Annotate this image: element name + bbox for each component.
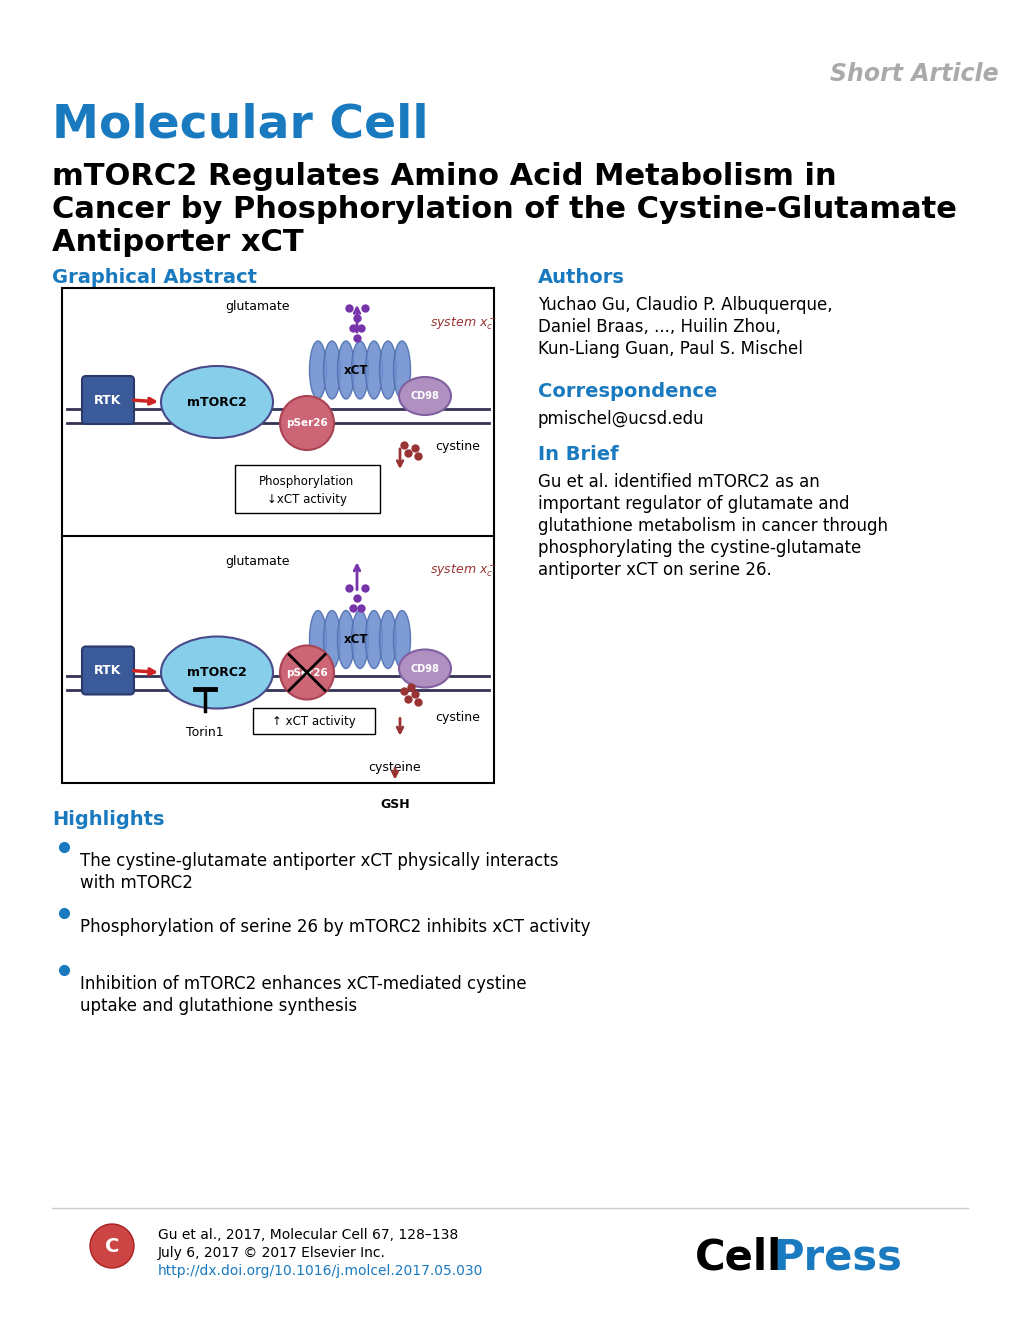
- Text: Highlights: Highlights: [52, 810, 164, 829]
- Text: Phosphorylation: Phosphorylation: [259, 475, 355, 489]
- Ellipse shape: [309, 610, 326, 669]
- Text: RTK: RTK: [94, 393, 121, 406]
- Text: Gu et al. identified mTORC2 as an: Gu et al. identified mTORC2 as an: [537, 473, 819, 491]
- Text: Authors: Authors: [537, 267, 625, 287]
- Circle shape: [90, 1223, 133, 1268]
- Text: Press: Press: [772, 1237, 901, 1279]
- Text: pmischel@ucsd.edu: pmischel@ucsd.edu: [537, 410, 704, 428]
- Text: Phosphorylation of serine 26 by mTORC2 inhibits xCT activity: Phosphorylation of serine 26 by mTORC2 i…: [79, 918, 590, 936]
- Text: xCT: xCT: [343, 364, 368, 376]
- Ellipse shape: [309, 342, 326, 399]
- Text: Daniel Braas, ..., Huilin Zhou,: Daniel Braas, ..., Huilin Zhou,: [537, 318, 781, 336]
- Bar: [253, 707, 375, 733]
- Text: ↓xCT activity: ↓xCT activity: [267, 493, 346, 506]
- Text: uptake and glutathione synthesis: uptake and glutathione synthesis: [79, 997, 357, 1016]
- Ellipse shape: [161, 637, 273, 708]
- Text: Short Article: Short Article: [829, 62, 998, 86]
- Text: pSer26: pSer26: [286, 667, 327, 678]
- Bar: [234, 465, 380, 512]
- Text: http://dx.doi.org/10.1016/j.molcel.2017.05.030: http://dx.doi.org/10.1016/j.molcel.2017.…: [158, 1264, 483, 1278]
- Ellipse shape: [379, 610, 396, 669]
- Ellipse shape: [323, 342, 340, 399]
- Text: Graphical Abstract: Graphical Abstract: [52, 267, 257, 287]
- Ellipse shape: [398, 650, 450, 687]
- Circle shape: [280, 646, 333, 699]
- Text: glutathione metabolism in cancer through: glutathione metabolism in cancer through: [537, 516, 888, 535]
- Text: C: C: [105, 1237, 119, 1255]
- Circle shape: [280, 396, 333, 450]
- Text: Cancer by Phosphorylation of the Cystine-Glutamate: Cancer by Phosphorylation of the Cystine…: [52, 195, 956, 224]
- Ellipse shape: [352, 610, 368, 669]
- Text: system $x_c^-$: system $x_c^-$: [430, 563, 496, 579]
- Text: CD98: CD98: [411, 663, 439, 674]
- Text: cystine: cystine: [434, 711, 479, 723]
- Text: Antiporter xCT: Antiporter xCT: [52, 228, 304, 257]
- Ellipse shape: [161, 365, 273, 438]
- Text: system $x_c^-$: system $x_c^-$: [430, 315, 496, 331]
- Text: The cystine-glutamate antiporter xCT physically interacts: The cystine-glutamate antiporter xCT phy…: [79, 853, 558, 870]
- Text: mTORC2: mTORC2: [186, 396, 247, 409]
- Ellipse shape: [398, 377, 450, 414]
- Text: phosphorylating the cystine-glutamate: phosphorylating the cystine-glutamate: [537, 539, 860, 557]
- Text: xCT: xCT: [343, 633, 368, 646]
- FancyBboxPatch shape: [82, 376, 133, 424]
- Ellipse shape: [393, 342, 410, 399]
- Ellipse shape: [365, 342, 382, 399]
- Ellipse shape: [337, 610, 355, 669]
- Text: Correspondence: Correspondence: [537, 383, 716, 401]
- Ellipse shape: [323, 610, 340, 669]
- Text: important regulator of glutamate and: important regulator of glutamate and: [537, 495, 849, 512]
- Ellipse shape: [393, 610, 410, 669]
- FancyBboxPatch shape: [82, 646, 133, 695]
- Ellipse shape: [337, 342, 355, 399]
- Text: cystine: cystine: [434, 440, 479, 453]
- Text: mTORC2: mTORC2: [186, 666, 247, 679]
- Text: with mTORC2: with mTORC2: [79, 874, 193, 892]
- Text: Molecular Cell: Molecular Cell: [52, 103, 428, 148]
- Text: Torin1: Torin1: [186, 727, 223, 740]
- Bar: [62, 289, 493, 782]
- Text: In Brief: In Brief: [537, 445, 618, 463]
- Text: mTORC2 Regulates Amino Acid Metabolism in: mTORC2 Regulates Amino Acid Metabolism i…: [52, 162, 836, 191]
- Text: Gu et al., 2017, Molecular Cell 67, 128–138: Gu et al., 2017, Molecular Cell 67, 128–…: [158, 1227, 458, 1242]
- Ellipse shape: [352, 342, 368, 399]
- Text: ↑ xCT activity: ↑ xCT activity: [272, 715, 356, 728]
- Text: Inhibition of mTORC2 enhances xCT-mediated cystine: Inhibition of mTORC2 enhances xCT-mediat…: [79, 974, 526, 993]
- Text: RTK: RTK: [94, 665, 121, 677]
- Text: glutamate: glutamate: [225, 301, 290, 312]
- Text: antiporter xCT on serine 26.: antiporter xCT on serine 26.: [537, 561, 771, 579]
- Text: CD98: CD98: [411, 391, 439, 401]
- Text: Cell: Cell: [694, 1237, 782, 1279]
- Text: cysteine: cysteine: [368, 760, 421, 773]
- Text: GSH: GSH: [380, 798, 410, 812]
- Text: Yuchao Gu, Claudio P. Albuquerque,: Yuchao Gu, Claudio P. Albuquerque,: [537, 297, 832, 314]
- Text: glutamate: glutamate: [225, 556, 290, 568]
- Text: Kun-Liang Guan, Paul S. Mischel: Kun-Liang Guan, Paul S. Mischel: [537, 340, 802, 357]
- Ellipse shape: [379, 342, 396, 399]
- Text: pSer26: pSer26: [286, 418, 327, 428]
- Ellipse shape: [365, 610, 382, 669]
- Text: July 6, 2017 © 2017 Elsevier Inc.: July 6, 2017 © 2017 Elsevier Inc.: [158, 1246, 385, 1260]
